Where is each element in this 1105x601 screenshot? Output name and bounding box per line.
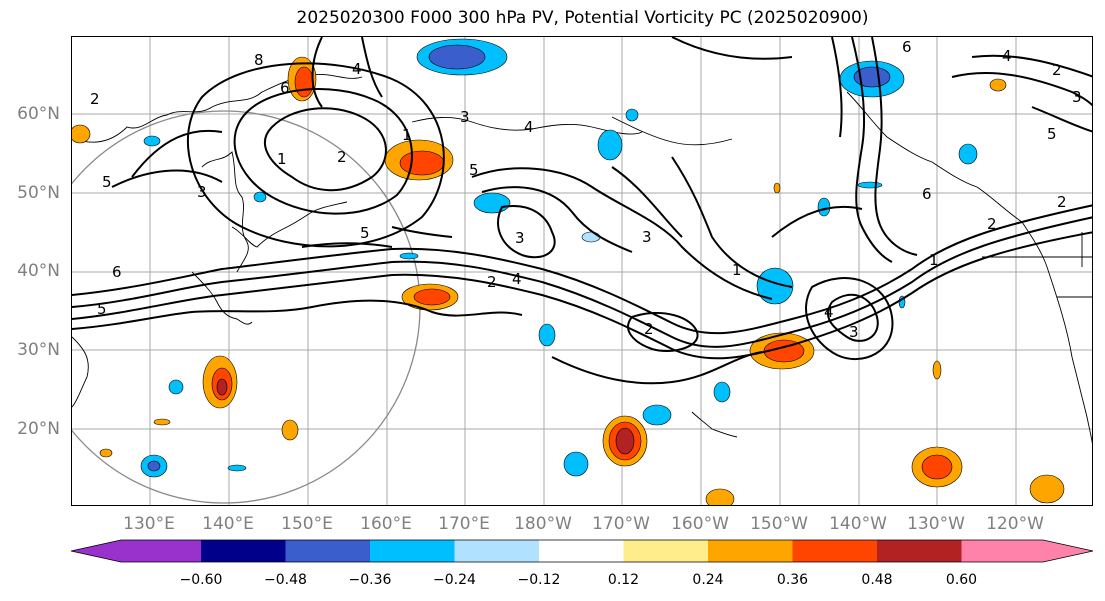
colorbar-tick-label: 0.12: [607, 572, 640, 588]
colorbar-tick-label: 0.36: [776, 572, 809, 588]
map-title: 2025020300 F000 300 hPa PV, Potential Vo…: [296, 8, 869, 28]
contour-label: 2: [1052, 61, 1062, 79]
contour-label: 1: [732, 261, 742, 279]
contour-label: 5: [1047, 125, 1057, 143]
colorbar-segment: [708, 540, 793, 562]
lon-label-170e: 170°E: [438, 514, 490, 534]
lon-label-150e: 150°E: [281, 514, 333, 534]
colorbar: [70, 539, 1094, 563]
lon-label-130w: 130°W: [907, 514, 965, 534]
contour-label: 3: [515, 229, 525, 247]
colorbar-tick-label: −0.12: [517, 572, 561, 588]
contour-label: 5: [360, 224, 370, 242]
contour-label: 1: [277, 150, 287, 168]
contour-label: 5: [469, 161, 479, 179]
contour-label: 4: [352, 60, 362, 78]
colorbar-tick-label: −0.48: [264, 572, 307, 588]
lat-label-40n: 40°N: [17, 261, 60, 281]
lon-label-160e: 160°E: [360, 514, 412, 534]
lon-label-130e: 130°E: [123, 514, 175, 534]
colorbar-segments: [70, 539, 1094, 563]
pv-positive-areas: [72, 56, 1065, 505]
colorbar-segment: [792, 540, 877, 562]
contour-label: 4: [1002, 47, 1012, 65]
contour-label: 4: [824, 303, 834, 321]
contour-label: 2: [487, 273, 497, 291]
lon-label-120w: 120°W: [986, 514, 1044, 534]
graticule: [72, 37, 1092, 505]
pv-contours: [72, 37, 1092, 385]
contour-label: 5: [102, 173, 112, 191]
contour-label: 2: [90, 90, 100, 108]
contour-label: 6: [280, 79, 290, 97]
colorbar-tick-label: −0.24: [433, 572, 476, 588]
lon-label-140w: 140°W: [829, 514, 887, 534]
contour-label: 3: [1072, 88, 1082, 106]
lat-label-20n: 20°N: [17, 419, 60, 439]
contour-label: 4: [524, 118, 534, 136]
colorbar-tick-label: 0.60: [945, 572, 978, 588]
colorbar-tick-label: −0.36: [348, 572, 392, 588]
colorbar-segment: [370, 540, 455, 562]
colorbar-segment: [623, 540, 708, 562]
colorbar-segment: [454, 540, 539, 562]
contour-label: 6: [902, 38, 912, 56]
range-circle: [72, 110, 421, 504]
colorbar-segment: [285, 540, 370, 562]
pv-negative-areas: [140, 38, 978, 478]
colorbar-segment: [71, 540, 201, 562]
colorbar-tick-label: 0.24: [692, 572, 724, 588]
lon-label-160w: 160°W: [671, 514, 729, 534]
contour-label: 3: [849, 323, 859, 341]
contour-label: 3: [197, 183, 207, 201]
contour-label: 3: [642, 228, 652, 246]
lon-label-170w: 170°W: [592, 514, 650, 534]
colorbar-segment: [201, 540, 286, 562]
contour-label: 2: [1057, 193, 1067, 211]
colorbar-tick-label: −0.60: [179, 572, 223, 588]
contour-label: 1: [402, 126, 412, 144]
lat-label-60n: 60°N: [17, 104, 60, 124]
contour-label: 8: [254, 51, 264, 69]
pv-map: 2 1 5 3 6 8 4 6 5 1 2 3 4 5 5 3 2 4 3 2 …: [72, 37, 1092, 505]
contour-label: 2: [644, 320, 654, 338]
contour-label: 1: [929, 251, 939, 269]
contour-labels: 2 1 5 3 6 8 4 6 5 1 2 3 4 5 5 3 2 4 3 2 …: [90, 38, 1082, 341]
lat-label-30n: 30°N: [17, 340, 60, 360]
lat-label-50n: 50°N: [17, 183, 60, 203]
contour-label: 5: [97, 300, 107, 318]
lon-label-140e: 140°E: [202, 514, 254, 534]
colorbar-outline: [70, 539, 1094, 563]
contour-label: 6: [112, 263, 122, 281]
colorbar-segment: [961, 540, 1093, 562]
contour-label: 3: [460, 108, 470, 126]
colorbar-tick-label: 0.48: [861, 572, 893, 588]
contour-label: 2: [337, 148, 347, 166]
contour-label: 6: [922, 185, 932, 203]
colorbar-segment: [539, 540, 624, 562]
contour-label: 2: [987, 215, 997, 233]
lon-label-180w: 180°W: [514, 514, 572, 534]
lon-label-150w: 150°W: [750, 514, 808, 534]
contour-label: 4: [512, 270, 522, 288]
map-panel: 2 1 5 3 6 8 4 6 5 1 2 3 4 5 5 3 2 4 3 2 …: [71, 36, 1093, 506]
colorbar-segment: [877, 540, 962, 562]
